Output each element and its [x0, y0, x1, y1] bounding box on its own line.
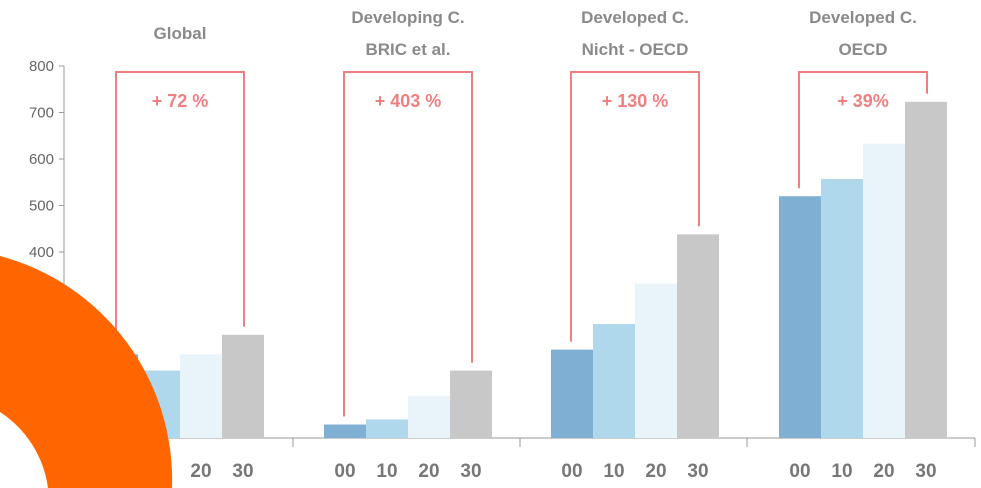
x-tick-label: 10: [831, 461, 852, 482]
x-tick-label: 20: [873, 461, 894, 482]
growth-brackets: [115, 71, 928, 417]
x-tick-label: 20: [190, 461, 211, 482]
y-tick-label: 600: [29, 151, 54, 168]
bars: [96, 101, 947, 439]
bar-20: [408, 396, 450, 438]
bar-30: [905, 101, 947, 439]
x-tick-label: 20: [418, 461, 439, 482]
growth-label: + 39%: [837, 91, 889, 111]
bar-00: [779, 196, 821, 438]
orange-decorative-arc: [0, 256, 173, 488]
bar-10: [821, 178, 863, 438]
x-tick-label: 30: [915, 461, 936, 482]
bar-10: [366, 419, 408, 438]
x-tick-label: 10: [603, 461, 624, 482]
bar-20: [635, 283, 677, 438]
x-tick-label: 00: [561, 461, 582, 482]
bar-20: [180, 354, 222, 438]
labels: 00 10 20 30 Global + 72 % 00 10 20 30 Developing C…: [106, 8, 936, 482]
bar-10: [593, 324, 635, 438]
group-title-line1: Developing C.: [351, 8, 464, 27]
bar-30: [222, 334, 264, 438]
x-tick-label: 10: [376, 461, 397, 482]
growth-label: + 130 %: [602, 91, 669, 111]
growth-bracket: [798, 71, 928, 189]
group-title-line2: BRIC et al.: [365, 40, 450, 59]
bar-00: [551, 349, 593, 438]
group-title: Global: [154, 24, 207, 43]
bar-00: [324, 424, 366, 438]
growth-bracket: [343, 71, 473, 417]
growth-bracket: [570, 71, 700, 342]
growth-label: + 403 %: [375, 91, 442, 111]
x-tick-label: 20: [645, 461, 666, 482]
group-title-line1: Developed C.: [809, 8, 917, 27]
bar-30: [450, 370, 492, 438]
y-tick-label: 400: [29, 244, 54, 261]
y-tick-label: 700: [29, 105, 54, 122]
x-tick-label: 30: [232, 461, 253, 482]
x-tick-label: 00: [789, 461, 810, 482]
group-title-line2: OECD: [838, 40, 887, 59]
growth-bracket: [115, 71, 245, 347]
group-title-line2: Nicht - OECD: [582, 40, 689, 59]
bar-30: [677, 234, 719, 438]
orange-arc-shape: [0, 256, 173, 488]
x-tick-label: 00: [334, 461, 355, 482]
y-tick-label: 800: [29, 58, 54, 75]
x-tick-label: 30: [687, 461, 708, 482]
growth-label: + 72 %: [152, 91, 209, 111]
x-tick-label: 30: [460, 461, 481, 482]
group-title-line1: Developed C.: [581, 8, 689, 27]
y-tick-label: 500: [29, 198, 54, 215]
bar-20: [863, 143, 905, 438]
